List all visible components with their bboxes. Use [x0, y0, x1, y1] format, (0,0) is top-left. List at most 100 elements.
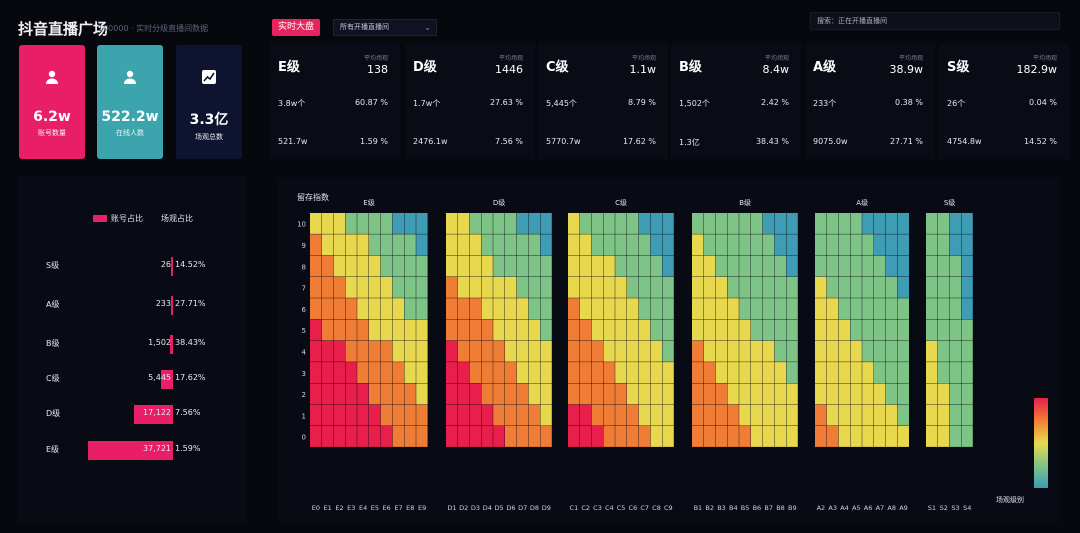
heatmap-cell	[650, 213, 662, 234]
heatmap-cell	[739, 319, 751, 341]
heatmap-cell	[333, 255, 345, 277]
heatmap-cell	[826, 255, 839, 277]
grade-count: 1,502	[148, 338, 171, 347]
heatmap-cell	[838, 340, 850, 362]
x-tick-label: E8	[406, 504, 414, 512]
heatmap-cell	[469, 383, 481, 405]
heatmap-cell	[715, 383, 727, 405]
heatmap-cell	[579, 234, 592, 256]
heatmap-cell	[568, 276, 580, 298]
heatmap-cell	[727, 404, 739, 426]
account-share-bar	[171, 257, 173, 276]
heatmap-cell	[874, 426, 886, 447]
heatmap-cell	[751, 213, 763, 234]
heatmap-cell	[416, 383, 428, 405]
heatmap-cell	[874, 234, 886, 256]
heatmap-cell	[715, 426, 727, 447]
heatmap-cell	[786, 255, 798, 277]
heatmap-cell	[786, 234, 798, 256]
avg-views-value: 38.9w	[889, 63, 924, 76]
heatmap-cell	[416, 276, 428, 298]
heatmap-cell	[650, 298, 662, 320]
x-tick-label: C1	[570, 504, 579, 512]
heatmap-cell	[469, 426, 481, 447]
heatmap-cell	[937, 298, 950, 320]
heatmap-cell	[662, 319, 674, 341]
heatmap-cell	[774, 255, 786, 277]
group-label: B级	[739, 198, 751, 207]
heatmap-cell	[961, 298, 973, 320]
heatmap-cell	[310, 404, 322, 426]
heatmap-cell	[333, 362, 345, 383]
kpi-views-value: 3.3亿	[189, 112, 229, 128]
heatmap-cell	[369, 340, 381, 362]
heatmap-cell	[874, 404, 886, 426]
group-label: E级	[363, 198, 374, 207]
heatmap-cell	[826, 276, 839, 298]
heatmap-cell	[727, 383, 739, 405]
heatmap-cell	[762, 213, 775, 234]
heatmap-cell	[333, 340, 345, 362]
kpi-accounts-card: 6.2w 账号数量	[19, 45, 85, 159]
heatmap-cell	[949, 426, 961, 447]
heatmap-cell	[727, 255, 739, 277]
grade-name: S级	[46, 261, 60, 270]
heatmap-cell	[885, 298, 898, 320]
avg-views-label: 平均场观	[498, 55, 523, 62]
heatmap-cell	[874, 213, 886, 234]
heatmap-cell	[469, 298, 481, 320]
heatmap-cell	[662, 362, 674, 383]
x-tick-label: C3	[593, 504, 602, 512]
x-tick-label: B3	[717, 504, 726, 512]
room-filter-dropdown[interactable]: 所有开播直播间 ⌄	[333, 19, 437, 36]
heatmap-cell	[469, 276, 481, 298]
heatmap-cell	[404, 298, 416, 320]
avg-views-value: 8.4w	[762, 63, 790, 76]
x-tick-label: D1	[447, 504, 456, 512]
heatmap-cell	[540, 383, 552, 405]
heatmap-cell	[739, 234, 751, 256]
heatmap-cell	[926, 213, 938, 234]
account-count: 3.8w个	[278, 99, 306, 108]
heatmap-cell	[862, 319, 874, 341]
realtime-dashboard-button[interactable]: 实时大盘	[272, 19, 320, 36]
avg-views-value: 1446	[495, 63, 523, 76]
level-card-3: B级 平均场观 8.4w 1,502个 2.42 % 1.3亿 38.43 %	[671, 43, 801, 159]
heatmap-cell	[540, 276, 552, 298]
legend-views-share: 场观占比	[161, 214, 193, 223]
heatmap-cell	[727, 340, 739, 362]
heatmap-cell	[850, 255, 862, 277]
heatmap-cell	[937, 426, 950, 447]
heatmap-cell	[627, 426, 639, 447]
heatmap-cell	[380, 255, 393, 277]
heatmap-cell	[926, 362, 938, 383]
heatmap-cell	[926, 255, 938, 277]
heatmap-cell	[692, 362, 704, 383]
heatmap-cell	[638, 383, 651, 405]
heatmap-cell	[961, 319, 973, 341]
heatmap-cell	[579, 362, 592, 383]
heatmap-cell	[937, 404, 950, 426]
heatmap-cell	[457, 298, 470, 320]
heatmap-cell	[662, 276, 674, 298]
search-input[interactable]: 搜索：正在开播直播间	[810, 12, 1060, 30]
heatmap-cell	[662, 234, 674, 256]
app-title: 抖音直播广场	[18, 20, 109, 38]
heatmap-cell	[392, 298, 404, 320]
heatmap-cell	[739, 298, 751, 320]
heatmap-cell	[579, 383, 592, 405]
heatmap-cell	[774, 234, 786, 256]
grade-views-pct: 1.59%	[175, 444, 201, 453]
heatmap-cell	[662, 255, 674, 277]
level-card-1: D级 平均场观 1446 1.7w个 27.63 % 2476.1w 7.56 %	[405, 43, 535, 159]
heatmap-cell	[885, 340, 898, 362]
heatmap-cell	[321, 276, 334, 298]
heatmap-cell	[457, 426, 470, 447]
group-label: A级	[856, 198, 868, 207]
heatmap-cell	[826, 340, 839, 362]
heatmap-cell	[493, 404, 505, 426]
heatmap-cell	[404, 340, 416, 362]
heatmap-cell	[568, 404, 580, 426]
grade-name: A级	[46, 300, 60, 309]
heatmap-cell	[826, 362, 839, 383]
